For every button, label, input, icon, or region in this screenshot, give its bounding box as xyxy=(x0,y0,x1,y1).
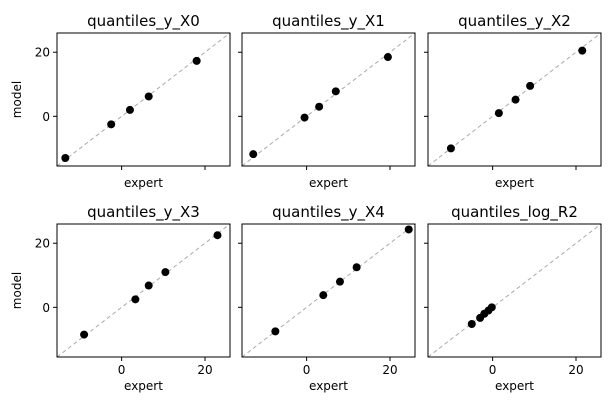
data-point-3 xyxy=(526,81,535,90)
data-point-0 xyxy=(271,327,280,336)
data-point-4 xyxy=(487,303,496,312)
x-axis-label: expert xyxy=(309,176,348,190)
x-axis-label: expert xyxy=(309,379,348,393)
x-tick-label: 0 xyxy=(489,363,497,377)
x-axis-label: expert xyxy=(124,379,163,393)
data-point-4 xyxy=(213,231,222,240)
reference-line xyxy=(242,33,415,166)
x-axis-label: expert xyxy=(495,379,534,393)
subplot-title: quantiles_y_X1 xyxy=(272,12,385,31)
data-point-1 xyxy=(319,291,328,300)
axes-frame xyxy=(427,223,602,358)
y-tick-label: 20 xyxy=(35,237,50,251)
x-tick-label: 20 xyxy=(197,363,212,377)
axes-frame xyxy=(56,223,231,358)
data-point-0 xyxy=(61,153,70,162)
x-tick-label: 0 xyxy=(118,363,126,377)
data-point-4 xyxy=(383,53,392,62)
data-point-3 xyxy=(144,92,153,101)
y-tick-label: 20 xyxy=(35,46,50,60)
data-point-0 xyxy=(467,319,476,328)
data-point-1 xyxy=(494,109,503,118)
y-tick-label: 0 xyxy=(42,110,50,124)
reference-line xyxy=(57,33,230,166)
y-tick-label: 0 xyxy=(42,301,50,315)
axes-frame xyxy=(241,223,416,358)
axes-frame xyxy=(427,32,602,167)
x-axis-label: expert xyxy=(124,176,163,190)
subplot-title: quantiles_y_X0 xyxy=(87,12,200,31)
x-tick-label: 0 xyxy=(303,363,311,377)
data-point-1 xyxy=(131,295,140,304)
y-axis-label: model xyxy=(10,81,24,118)
subplot-title: quantiles_log_R2 xyxy=(451,203,578,222)
data-point-2 xyxy=(511,95,520,104)
data-point-2 xyxy=(125,105,134,114)
reference-line xyxy=(428,33,601,166)
axes-frame xyxy=(56,32,231,167)
data-point-4 xyxy=(404,225,413,234)
y-axis-label: model xyxy=(10,272,24,309)
reference-line xyxy=(428,224,601,357)
reference-line xyxy=(242,224,415,357)
data-point-3 xyxy=(331,87,340,96)
subplot-title: quantiles_y_X2 xyxy=(458,12,571,31)
data-point-0 xyxy=(80,330,89,339)
subplot-title: quantiles_y_X3 xyxy=(87,203,200,222)
x-tick-label: 20 xyxy=(568,363,583,377)
data-point-0 xyxy=(446,144,455,153)
subplot-title: quantiles_y_X4 xyxy=(272,203,385,222)
x-axis-label: expert xyxy=(495,176,534,190)
data-point-4 xyxy=(578,46,587,55)
data-point-3 xyxy=(352,263,361,272)
axes-frame xyxy=(241,32,416,167)
data-point-2 xyxy=(144,281,153,290)
data-point-1 xyxy=(107,120,116,129)
data-point-0 xyxy=(249,150,258,159)
data-point-2 xyxy=(335,277,344,286)
data-point-1 xyxy=(300,113,309,122)
x-tick-label: 20 xyxy=(382,363,397,377)
data-point-4 xyxy=(192,56,201,65)
data-point-2 xyxy=(315,102,324,111)
data-point-3 xyxy=(161,268,170,277)
